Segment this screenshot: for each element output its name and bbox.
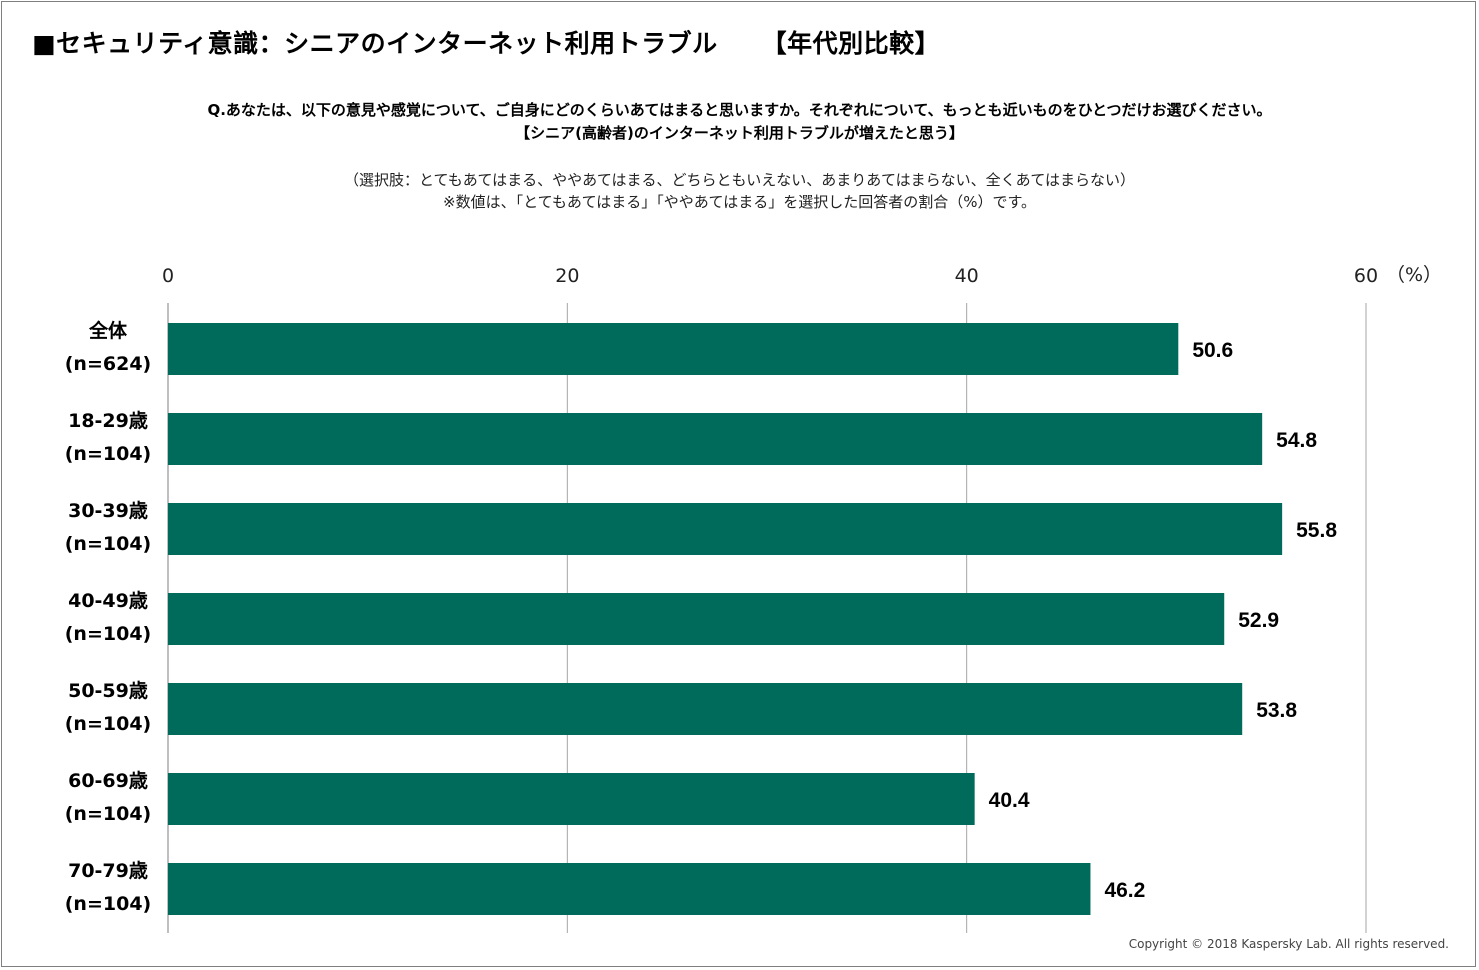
value-label-1: 54.8	[1276, 429, 1317, 452]
category-sample-size: (n=624)	[64, 353, 152, 375]
value-label-4: 53.8	[1256, 699, 1297, 722]
value-label-6: 46.2	[1104, 879, 1145, 902]
category-name: 60-69歳	[68, 770, 148, 792]
tick-label-0: 0	[162, 265, 174, 287]
category-label-5: 60-69歳 (n=104)	[38, 765, 178, 831]
value-label-3: 52.9	[1238, 609, 1279, 632]
value-label-5: 40.4	[989, 789, 1030, 812]
tick-label-20: 20	[555, 265, 579, 287]
category-sample-size: (n=104)	[64, 533, 152, 555]
category-name: 70-79歳	[68, 860, 148, 882]
chart-title: ■セキュリティ意識：シニアのインターネット利用トラブル 【年代別比較】	[32, 24, 940, 60]
copyright: Copyright © 2018 Kaspersky Lab. All righ…	[1128, 937, 1449, 951]
category-label-2: 30-39歳 (n=104)	[38, 495, 178, 561]
tick-label-40: 40	[955, 265, 979, 287]
note-line-1: （選択肢：とてもあてはまる、ややあてはまる、どちらともいえない、あまりあてはまら…	[343, 171, 1136, 189]
question-text: Q.あなたは、以下の意見や感覚について、ご自身にどのくらいあてはまると思いますか…	[0, 99, 1479, 145]
bar-5	[168, 773, 975, 825]
category-sample-size: (n=104)	[64, 623, 152, 645]
category-label-3: 40-49歳 (n=104)	[38, 585, 178, 651]
value-label-0: 50.6	[1192, 339, 1233, 362]
unit-label: （%）	[1386, 264, 1443, 286]
category-sample-size: (n=104)	[64, 443, 152, 465]
bar-2	[168, 503, 1283, 555]
bar-0	[168, 323, 1179, 375]
choices-note: （選択肢：とてもあてはまる、ややあてはまる、どちらともいえない、あまりあてはまら…	[0, 169, 1479, 213]
category-sample-size: (n=104)	[64, 893, 152, 915]
category-name: 50-59歳	[68, 680, 148, 702]
category-name: 全体	[88, 320, 127, 342]
bar-6	[168, 863, 1091, 915]
title-main: ■セキュリティ意識：シニアのインターネット利用トラブル	[32, 29, 718, 58]
category-label-6: 70-79歳 (n=104)	[38, 855, 178, 921]
bar-3	[168, 593, 1225, 645]
question-line-1: Q.あなたは、以下の意見や感覚について、ご自身にどのくらいあてはまると思いますか…	[207, 101, 1272, 119]
category-label-1: 18-29歳 (n=104)	[38, 405, 178, 471]
note-line-2: ※数値は、「とてもあてはまる」「ややあてはまる」を選択した回答者の割合（%）です…	[443, 193, 1036, 211]
question-line-2: 【シニア(高齢者)のインターネット利用トラブルが増えたと思う】	[515, 124, 964, 142]
category-name: 30-39歳	[68, 500, 148, 522]
value-label-2: 55.8	[1296, 519, 1337, 542]
tick-label-60: 60	[1354, 265, 1378, 287]
title-tag: 【年代別比較】	[761, 29, 941, 58]
category-label-0: 全体 (n=624)	[38, 315, 178, 381]
category-name: 18-29歳	[68, 410, 148, 432]
category-sample-size: (n=104)	[64, 803, 152, 825]
category-label-4: 50-59歳 (n=104)	[38, 675, 178, 741]
bar-1	[168, 413, 1263, 465]
category-name: 40-49歳	[68, 590, 148, 612]
category-sample-size: (n=104)	[64, 713, 152, 735]
bar-4	[168, 683, 1243, 735]
